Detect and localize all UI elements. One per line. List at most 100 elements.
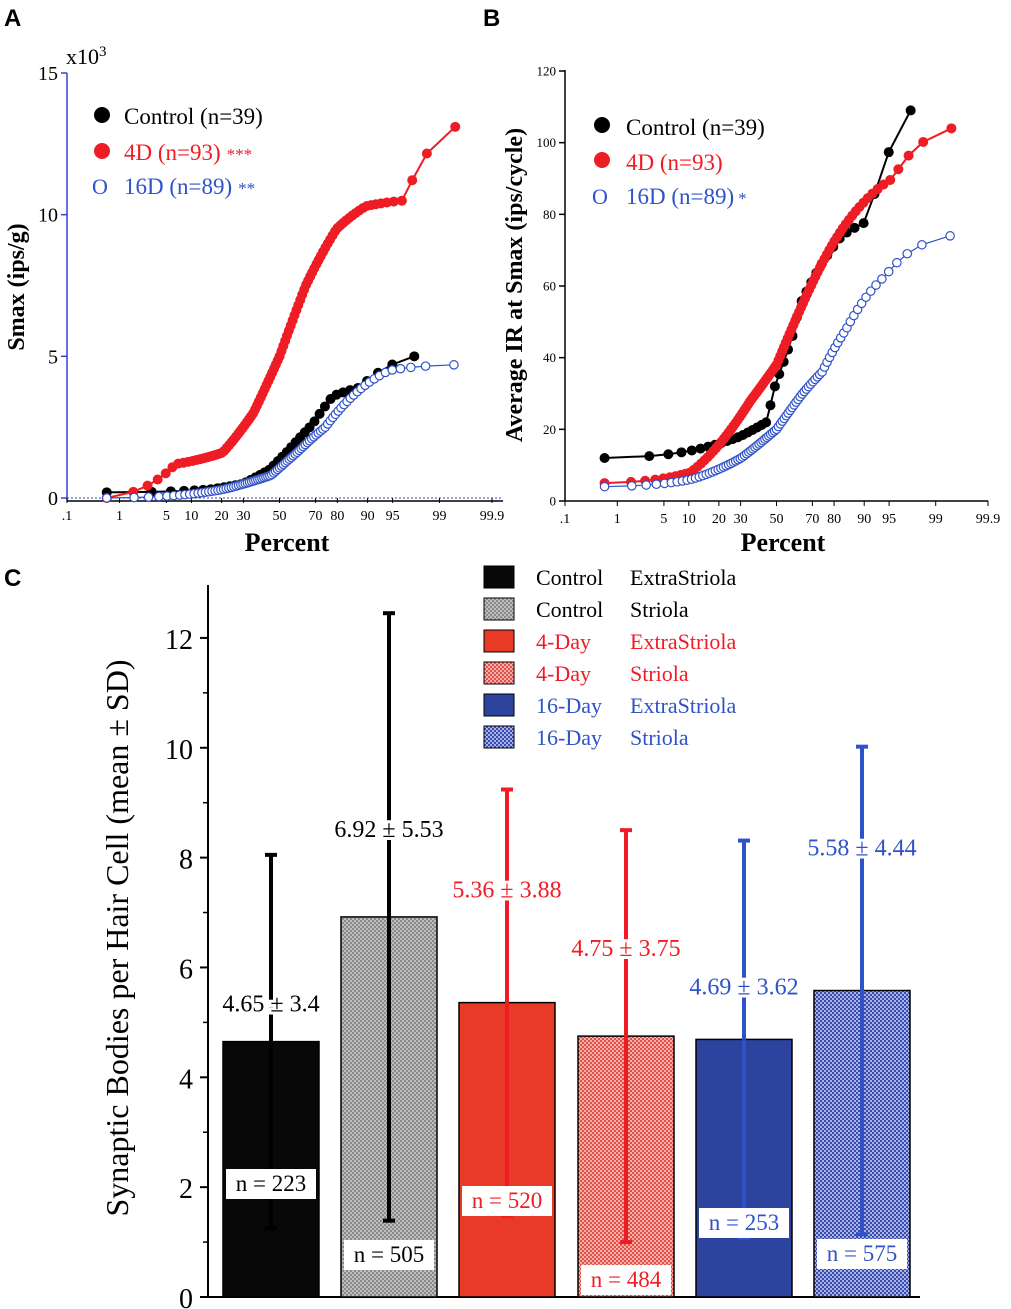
legend-label: 16-Day — [536, 693, 602, 718]
data-point — [883, 147, 894, 158]
legend-marker-4d-a — [94, 143, 110, 159]
y-tick-label: 10 — [38, 205, 58, 227]
panel-c: C 0 2 4 6 8 10 12 Synaptic Bodies per Hair Cel… — [4, 565, 920, 1309]
bar-group: 5.58 ± 4.44 n = 575 — [804, 744, 920, 1298]
x-ticks-a: .1 1 5 10 20 30 50 70 80 90 95 99 99.9 — [62, 498, 505, 524]
data-point — [626, 481, 637, 491]
legend-label-16d-b: 16D (n=89) * — [626, 184, 747, 209]
n-label-bg — [817, 1239, 907, 1269]
n-label-bg — [581, 1265, 671, 1295]
data-point — [599, 481, 610, 492]
bar-group: 4.69 ± 3.62 n = 253 — [686, 838, 802, 1298]
x-tick-label: 5 — [163, 509, 170, 524]
data-point — [858, 218, 869, 229]
y-ticks-c: 0 2 4 6 8 10 12 — [165, 625, 208, 1309]
bar-group: 4.75 ± 3.75 n = 484 — [568, 828, 684, 1298]
n-label: n = 575 — [827, 1241, 897, 1266]
n-label-bg — [226, 1169, 316, 1199]
legend-swatch — [483, 725, 515, 749]
x-tick-label: 99 — [432, 509, 446, 524]
data-point — [160, 468, 171, 479]
data-point — [905, 105, 916, 116]
data-point — [769, 381, 780, 392]
y-multiplier-a: x103 — [66, 44, 107, 69]
data-point — [877, 274, 887, 284]
data-point — [903, 150, 914, 161]
x-tick-label: 95 — [882, 512, 896, 527]
value-label: 4.69 ± 3.62 — [689, 974, 798, 1000]
y-tick-label: 40 — [543, 350, 556, 365]
x-tick-label: 70 — [309, 509, 323, 524]
n-label: n = 223 — [236, 1171, 306, 1196]
bar-group: 5.36 ± 3.88 n = 520 — [449, 787, 565, 1298]
legend-label: 4-Day — [536, 661, 591, 686]
bar-group: 4.65 ± 3.4 n = 223 — [219, 852, 323, 1298]
y-tick-label: 0 — [48, 488, 58, 510]
series-16d — [599, 231, 955, 492]
data-point — [849, 222, 860, 233]
y-tick-label: 8 — [179, 845, 193, 876]
data-point — [450, 121, 461, 132]
data-point — [918, 136, 929, 147]
legend-label-control-b: Control (n=39) — [626, 115, 765, 140]
n-label-bg — [462, 1186, 552, 1216]
x-tick-label: 80 — [827, 512, 841, 527]
legend-label: Control — [536, 565, 603, 590]
y-tick-label: 120 — [537, 64, 557, 79]
panel-b: B 0 20 40 60 80 100 120 .1 1 5 10 20 30 50 70 80 90 95 99… — [483, 5, 1000, 557]
data-point — [143, 492, 154, 502]
x-tick-label: 50 — [273, 509, 287, 524]
y-tick-label: 60 — [543, 279, 556, 294]
x-axis-title-a: Percent — [245, 528, 330, 557]
y-axis-title-b: Average IR at Smax (ips/cycle) — [502, 128, 528, 442]
legend-label: ExtraStriola — [630, 565, 737, 590]
data-point — [129, 492, 139, 503]
x-tick-label: 80 — [330, 509, 344, 524]
y-ticks-b: 0 20 40 60 80 100 120 — [537, 64, 565, 509]
x-tick-label: .1 — [62, 509, 73, 524]
data-point — [599, 453, 610, 463]
data-point — [154, 491, 164, 502]
value-label: 5.58 ± 4.44 — [807, 836, 916, 862]
legend-marker-control-a — [94, 107, 110, 123]
data-point — [152, 474, 163, 485]
legend-label: Striola — [630, 661, 689, 686]
x-tick-label: 20 — [215, 509, 229, 524]
n-label: n = 520 — [472, 1188, 542, 1213]
x-tick-label: 10 — [682, 512, 696, 527]
legend-swatch — [483, 693, 515, 717]
series-16d — [101, 360, 459, 503]
value-label: 4.65 ± 3.4 — [222, 992, 319, 1018]
legend-swatch — [483, 629, 515, 653]
bar-group: 6.92 ± 5.53 n = 505 — [331, 611, 447, 1298]
series-4d — [101, 121, 461, 503]
data-point — [395, 363, 406, 374]
x-tick-label: 95 — [386, 509, 400, 524]
x-tick-label: 5 — [660, 512, 667, 527]
legend-label-4d-a: 4D (n=93) *** — [124, 140, 252, 165]
data-point — [861, 292, 871, 303]
y-tick-label: 6 — [179, 954, 193, 985]
legend-swatch — [483, 565, 515, 589]
y-tick-label: 5 — [48, 346, 58, 368]
data-point — [765, 400, 776, 411]
legend-label: Striola — [630, 597, 689, 622]
data-point — [142, 480, 153, 491]
legend-label: ExtraStriola — [630, 629, 737, 654]
data-point — [420, 361, 431, 371]
y-tick-label: 12 — [165, 625, 193, 656]
legend-label-16d-a: 16D (n=89) ** — [124, 174, 255, 199]
x-tick-label: 99.9 — [480, 509, 505, 524]
panel-label-c: C — [4, 565, 21, 592]
legend-label: Striola — [630, 725, 689, 750]
data-point — [695, 443, 706, 454]
legend-label-4d-b: 4D (n=93) — [626, 150, 723, 175]
bars-c: 4.65 ± 3.4 n = 223 6.92 ± 5.53 n = 505 5.36 … — [219, 611, 920, 1298]
data-point — [893, 164, 904, 175]
n-label-bg — [344, 1240, 434, 1270]
x-tick-label: 1 — [116, 509, 123, 524]
n-label-bg — [699, 1208, 789, 1238]
y-tick-label: 10 — [165, 735, 193, 766]
y-tick-label: 100 — [537, 135, 557, 150]
